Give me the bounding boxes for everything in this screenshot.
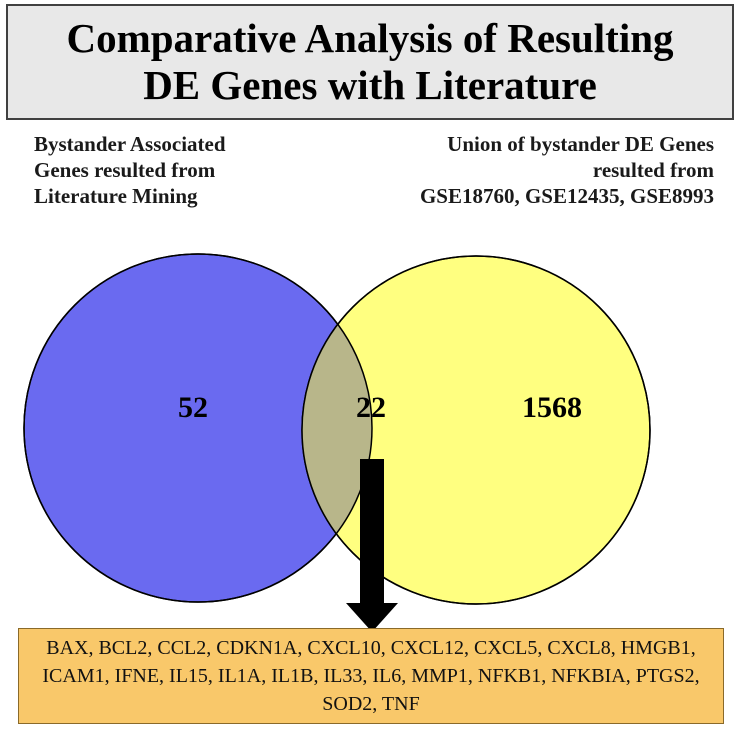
left-set-label: Bystander Associated Genes resulted from… <box>34 131 226 209</box>
right-set-label-line: resulted from <box>592 158 714 182</box>
right-set-label: Union of bystander DE Genes resulted fro… <box>420 131 714 209</box>
title-line-2: DE Genes with Literature <box>143 62 597 108</box>
title-banner: Comparative Analysis of Resulting DE Gen… <box>6 4 734 120</box>
title-line-1: Comparative Analysis of Resulting <box>66 15 674 61</box>
right-only-count: 1568 <box>522 391 582 424</box>
overlap-gene-list-box: BAX, BCL2, CCL2, CDKN1A, CXCL10, CXCL12,… <box>18 628 724 724</box>
left-set-label-line: Bystander Associated <box>34 132 226 156</box>
overlap-gene-list: BAX, BCL2, CCL2, CDKN1A, CXCL10, CXCL12,… <box>42 637 700 715</box>
left-set-outline <box>23 253 373 603</box>
left-set-label-line: Literature Mining <box>34 184 198 208</box>
right-set-label-line: GSE18760, GSE12435, GSE8993 <box>419 184 714 208</box>
down-arrow <box>346 459 398 632</box>
left-only-count: 52 <box>178 391 208 424</box>
arrow-shaft <box>360 459 384 604</box>
right-set-label-line: Union of bystander DE Genes <box>447 132 714 156</box>
arrow-head-icon <box>346 603 398 632</box>
intersection-count: 22 <box>356 391 386 424</box>
right-set-outline <box>301 255 651 605</box>
left-set-label-line: Genes resulted from <box>34 158 216 182</box>
